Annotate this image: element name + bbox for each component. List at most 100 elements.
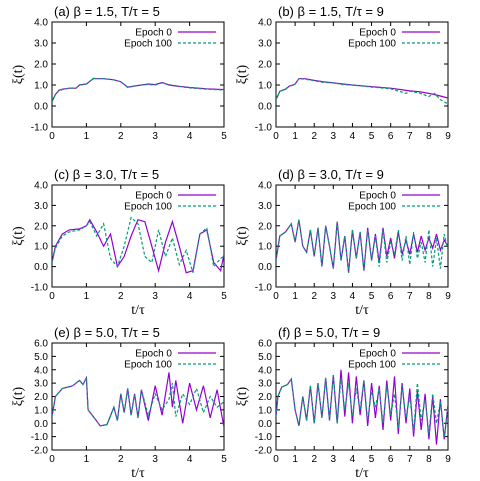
- y-tick-label: 4.0: [34, 181, 48, 192]
- x-tick-label: 2: [118, 454, 124, 465]
- x-tick-label: 5: [221, 454, 227, 465]
- x-tick-label: 7: [407, 291, 413, 302]
- x-axis-label: t/τ: [355, 303, 369, 318]
- x-tick-label: 2: [118, 131, 124, 142]
- x-tick-label: 6: [388, 131, 394, 142]
- y-tick-label: 4.0: [258, 181, 272, 192]
- x-tick-label: 2: [311, 131, 317, 142]
- x-tick-label: 0: [273, 454, 279, 465]
- y-tick-label: 0.0: [34, 419, 48, 430]
- x-tick-label: 0: [273, 291, 279, 302]
- x-axis-label: t/τ: [131, 466, 145, 481]
- x-tick-label: 7: [407, 454, 413, 465]
- y-tick-label: 0.0: [258, 262, 272, 273]
- y-tick-label: 3.0: [34, 201, 48, 212]
- x-tick-label: 0: [273, 131, 279, 142]
- y-tick-label: 3.0: [258, 201, 272, 212]
- y-tick-label: 1.0: [258, 81, 272, 92]
- legend-label: Epoch 0: [359, 349, 396, 360]
- x-tick-label: 6: [388, 454, 394, 465]
- y-tick-label: 5.0: [258, 352, 272, 363]
- x-tick-label: 1: [292, 131, 298, 142]
- y-tick-label: 6.0: [34, 339, 48, 350]
- y-tick-label: 4.0: [34, 365, 48, 376]
- y-tick-label: -1.0: [31, 123, 49, 134]
- y-tick-label: 1.0: [258, 242, 272, 253]
- x-tick-label: 1: [84, 454, 90, 465]
- y-tick-label: 0.0: [34, 262, 48, 273]
- legend-label: Epoch 100: [124, 360, 172, 371]
- x-tick-label: 1: [84, 131, 90, 142]
- x-tick-label: 2: [118, 291, 124, 302]
- series-line-epoch-0: [276, 369, 448, 445]
- y-tick-label: 4.0: [34, 18, 48, 29]
- legend-label: Epoch 100: [348, 39, 396, 50]
- y-tick-label: 2.0: [34, 60, 48, 71]
- series-line-epoch-0: [276, 219, 448, 273]
- x-tick-label: 8: [426, 291, 432, 302]
- legend-label: Epoch 0: [359, 28, 396, 39]
- x-tick-label: 3: [331, 454, 337, 465]
- y-axis-label: ξ(t): [11, 386, 26, 406]
- y-tick-label: 2.0: [34, 392, 48, 403]
- y-tick-label: 3.0: [258, 379, 272, 390]
- legend-label: Epoch 100: [348, 202, 396, 213]
- y-axis-label: ξ(t): [11, 64, 26, 84]
- x-axis-label: t/τ: [355, 466, 369, 481]
- series-line-epoch-100: [276, 78, 448, 105]
- chart-title: (f) β = 5.0, T/τ = 9: [278, 325, 380, 340]
- x-tick-label: 0: [49, 131, 55, 142]
- y-axis-label: ξ(t): [235, 226, 250, 246]
- series-line-epoch-100: [52, 375, 224, 427]
- y-tick-label: -1.0: [255, 123, 273, 134]
- x-tick-label: 2: [311, 454, 317, 465]
- x-tick-label: 5: [221, 131, 227, 142]
- x-tick-label: 1: [84, 291, 90, 302]
- x-tick-label: 6: [388, 291, 394, 302]
- chart-title: (a) β = 1.5, T/τ = 5: [54, 4, 160, 19]
- x-tick-label: 9: [445, 291, 451, 302]
- chart-panel-1: (b) β = 1.5, T/τ = 9 0 1 2 3 4 5 6 7 8 9 -1.0 0.0 1.0…: [235, 4, 451, 142]
- y-tick-label: 5.0: [34, 352, 48, 363]
- y-tick-label: 3.0: [34, 39, 48, 50]
- y-tick-label: 2.0: [258, 221, 272, 232]
- plot-frame: [51, 184, 225, 288]
- chart-panel-2: (c) β = 3.0, T/τ = 5 0 1 2 3 4 5 -1.0 0.0 1.0 2.0 3…: [11, 167, 227, 318]
- x-tick-label: 0: [49, 291, 55, 302]
- x-tick-label: 4: [350, 291, 356, 302]
- y-tick-label: 1.0: [34, 242, 48, 253]
- x-tick-label: 7: [407, 131, 413, 142]
- series-line-epoch-0: [52, 218, 224, 274]
- x-tick-label: 3: [152, 454, 158, 465]
- x-tick-label: 9: [445, 454, 451, 465]
- legend-label: Epoch 0: [135, 28, 172, 39]
- y-tick-label: 4.0: [258, 18, 272, 29]
- y-tick-label: 0.0: [258, 419, 272, 430]
- y-tick-label: -1.0: [255, 432, 273, 443]
- chart-title: (d) β = 3.0, T/τ = 9: [278, 167, 384, 182]
- y-axis-label: ξ(t): [235, 64, 250, 84]
- y-axis-label: ξ(t): [235, 386, 250, 406]
- x-tick-label: 0: [49, 454, 55, 465]
- legend-label: Epoch 100: [124, 202, 172, 213]
- chart-title: (c) β = 3.0, T/τ = 5: [54, 167, 159, 182]
- y-tick-label: -2.0: [255, 446, 273, 457]
- x-tick-label: 4: [187, 454, 193, 465]
- x-tick-label: 4: [350, 454, 356, 465]
- series-line-epoch-100: [276, 375, 448, 437]
- chart-panel-5: (f) β = 5.0, T/τ = 9 0 1 2 3 4 5 6 7 8 9 -2.0 -1.0 0.…: [235, 325, 451, 481]
- legend-label: Epoch 100: [124, 39, 172, 50]
- y-tick-label: 6.0: [258, 339, 272, 350]
- x-tick-label: 8: [426, 131, 432, 142]
- plot-frame: [51, 21, 225, 128]
- y-tick-label: 1.0: [34, 81, 48, 92]
- x-tick-label: 4: [187, 291, 193, 302]
- x-tick-label: 5: [369, 454, 375, 465]
- series-line-epoch-0: [52, 78, 224, 103]
- x-tick-label: 3: [152, 291, 158, 302]
- y-axis-label: ξ(t): [11, 226, 26, 246]
- series-line-epoch-100: [276, 219, 448, 273]
- plot-frame: [275, 184, 449, 288]
- y-tick-label: -1.0: [31, 283, 49, 294]
